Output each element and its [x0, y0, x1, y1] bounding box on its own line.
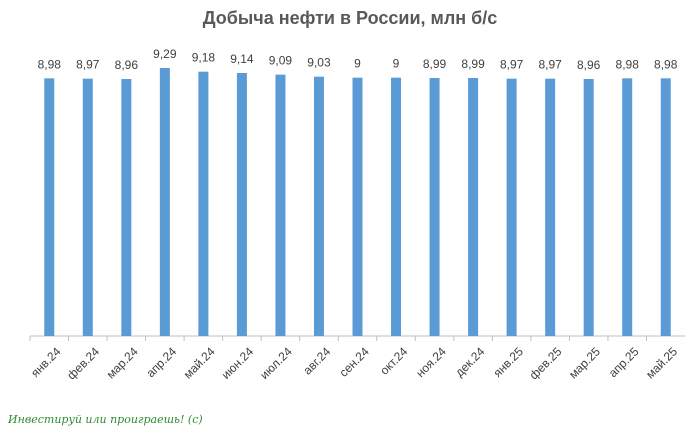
bar-фев.25 [545, 78, 556, 337]
data-label: 8,98 [38, 57, 62, 71]
bar-окт.24 [391, 77, 402, 337]
x-tick-label: сен.24 [336, 344, 372, 380]
data-label: 8,97 [538, 58, 562, 72]
x-tick-label: мар.24 [104, 344, 141, 381]
data-label: 9,18 [192, 51, 216, 65]
data-label: 8,97 [76, 58, 100, 72]
bar-янв.24 [44, 78, 55, 336]
data-label: 8,99 [423, 57, 447, 71]
x-tick-label: авг.24 [300, 344, 333, 377]
data-label: 8,96 [115, 58, 139, 72]
x-tick-label: апр.24 [143, 344, 179, 380]
x-tick-label: окт.24 [377, 344, 410, 377]
bar-май.24 [198, 71, 209, 337]
bar-апр.25 [622, 78, 633, 336]
bar-июл.24 [275, 74, 286, 337]
data-label: 9 [354, 57, 361, 71]
x-tick-label: янв.24 [28, 344, 64, 380]
x-tick-label: фев.24 [64, 344, 102, 382]
data-label: 9 [393, 57, 400, 71]
bar-июн.24 [236, 73, 247, 336]
bar-апр.24 [159, 68, 170, 336]
bar-фев.24 [82, 78, 93, 337]
bar-мар.24 [121, 79, 132, 336]
bar-май.25 [660, 78, 671, 336]
bar-ноя.24 [429, 78, 440, 336]
bar-мар.25 [583, 79, 594, 336]
data-label: 9,29 [153, 47, 177, 61]
data-label: 8,98 [616, 57, 640, 71]
x-tick-label: апр.25 [606, 344, 642, 380]
x-tick-label: май.24 [181, 344, 218, 381]
bar-янв.25 [506, 78, 517, 337]
x-tick-label: май.25 [643, 344, 680, 381]
x-tick-label: мар.25 [566, 344, 603, 381]
data-label: 8,98 [654, 57, 678, 71]
data-label: 8,96 [577, 58, 601, 72]
x-tick-label: фев.25 [527, 344, 565, 382]
data-label: 9,14 [230, 52, 254, 66]
bar-дек.24 [468, 78, 479, 336]
x-tick-label: янв.25 [490, 344, 526, 380]
x-tick-label: ноя.24 [413, 344, 449, 380]
data-label: 9,03 [307, 56, 331, 70]
chart-title: Добыча нефти в России, млн б/с [202, 8, 498, 28]
x-tick-label: июн.24 [219, 344, 257, 382]
x-tick-label: дек.24 [452, 344, 487, 379]
data-label: 8,97 [500, 58, 524, 72]
watermark-text: Инвестируй или проиграешь! (с) [8, 413, 203, 426]
bar-авг.24 [313, 76, 324, 337]
x-tick-label: июл.24 [257, 344, 295, 382]
data-label: 8,99 [461, 57, 485, 71]
data-label: 9,09 [269, 54, 293, 68]
bar-сен.24 [352, 77, 363, 337]
